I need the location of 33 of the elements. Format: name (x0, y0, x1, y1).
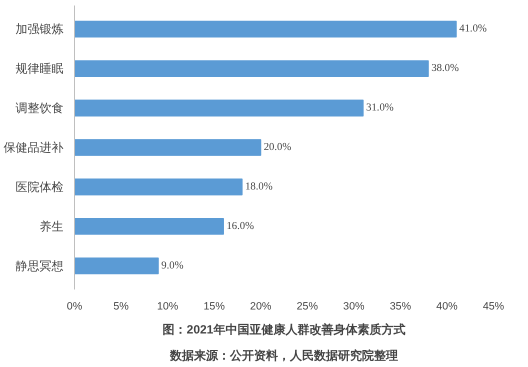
bar (74, 139, 262, 156)
bar (74, 20, 457, 38)
data-label: 16.0% (226, 220, 254, 232)
x-tick-label: 0% (66, 300, 83, 312)
bar (74, 257, 159, 274)
x-tick-label: 10% (156, 300, 179, 312)
text: 图：2021年中国亚健康人群改善身体素质方式 (162, 322, 406, 336)
data-label: 18.0% (245, 181, 273, 192)
data-label: 20.0% (264, 142, 292, 153)
x-tick-label: 25% (296, 300, 318, 312)
source-note: 数据来源：公开资料，人民数据研究院整理 (169, 348, 398, 362)
y-tick-label: 规律睡眠 (16, 62, 64, 76)
y-tick-label: 静思冥想 (16, 258, 64, 273)
data-label: 31.0% (366, 102, 394, 114)
bar (74, 60, 429, 77)
x-tick-label: 30% (343, 300, 366, 312)
y-tick-label: 保健品进补 (4, 140, 64, 154)
x-tick-label: 35% (390, 300, 412, 312)
x-tick-label: 20% (250, 300, 272, 312)
y-tick-label: 医院体检 (16, 180, 64, 194)
y-tick-label: 加强锻炼 (16, 22, 64, 36)
y-tick-label: 调整饮食 (16, 101, 64, 116)
x-tick-label: 40% (436, 300, 458, 312)
bar (74, 100, 364, 116)
bar (74, 218, 224, 235)
x-tick-label: 45% (482, 300, 505, 312)
x-tick-label: 15% (204, 300, 226, 312)
y-tick-label: 养生 (40, 219, 64, 234)
data-label: 41.0% (459, 24, 487, 35)
bar (74, 178, 243, 196)
data-label: 9.0% (161, 260, 184, 272)
x-tick-label: 5% (113, 300, 130, 312)
data-label: 38.0% (431, 63, 459, 74)
